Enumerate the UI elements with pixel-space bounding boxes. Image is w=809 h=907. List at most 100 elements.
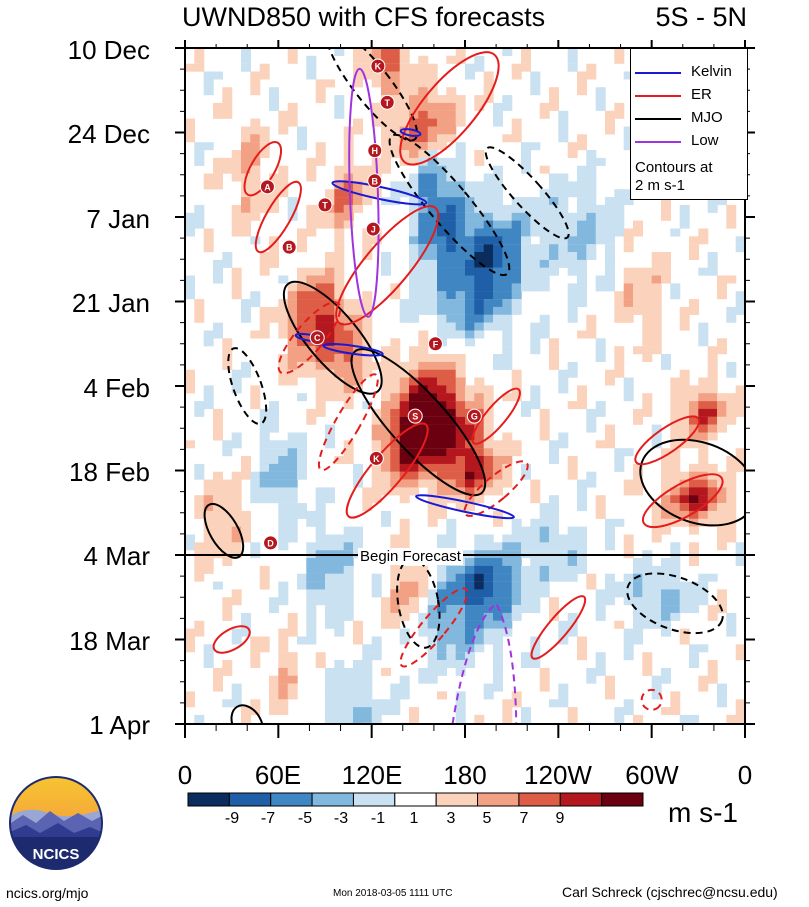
anomaly-cell	[241, 314, 251, 323]
anomaly-cell	[437, 244, 447, 253]
anomaly-cell	[577, 252, 587, 260]
anomaly-cell	[446, 118, 457, 127]
anomaly-cell	[353, 385, 363, 394]
anomaly-cell	[567, 181, 578, 190]
anomaly-cell	[269, 102, 279, 111]
anomaly-cell	[455, 628, 466, 637]
anomaly-cell	[707, 503, 718, 512]
anomaly-cell	[465, 589, 475, 598]
anomaly-cell	[465, 463, 475, 472]
anomaly-cell	[343, 393, 354, 402]
anomaly-cell	[521, 283, 531, 292]
anomaly-cell	[297, 448, 307, 457]
anomaly-cell	[661, 510, 671, 519]
anomaly-cell	[679, 479, 690, 488]
anomaly-cell	[558, 699, 569, 708]
anomaly-cell	[530, 244, 541, 253]
anomaly-cell	[287, 487, 298, 496]
anomaly-cell	[390, 393, 401, 402]
anomaly-cell	[203, 181, 214, 190]
anomaly-cell	[511, 228, 522, 237]
anomaly-cell	[418, 165, 429, 174]
anomaly-cell	[549, 361, 559, 370]
anomaly-cell	[399, 683, 410, 692]
anomaly-cell	[334, 102, 345, 111]
anomaly-cell	[325, 377, 335, 386]
anomaly-cell	[539, 667, 550, 676]
anomaly-cell	[409, 252, 419, 260]
anomaly-cell	[334, 699, 345, 708]
anomaly-cell	[371, 79, 382, 88]
anomaly-cell	[698, 393, 709, 402]
anomaly-cell	[595, 236, 606, 245]
anomaly-cell	[334, 573, 345, 582]
anomaly-cell	[306, 299, 317, 308]
footer-url[interactable]: ncics.org/mjo	[6, 885, 89, 901]
anomaly-cell	[437, 189, 447, 198]
anomaly-cell	[334, 204, 345, 213]
colorbar-label: 3	[446, 810, 456, 827]
anomaly-cell	[446, 393, 457, 402]
anomaly-cell	[642, 338, 653, 347]
anomaly-cell	[427, 102, 438, 111]
anomaly-cell	[567, 314, 578, 323]
anomaly-cell	[381, 259, 391, 268]
anomaly-cell	[390, 283, 401, 292]
colorbar-swatch	[187, 792, 230, 807]
anomaly-cell	[614, 110, 625, 119]
anomaly-cell	[483, 204, 494, 213]
anomaly-cell	[717, 275, 727, 284]
anomaly-cell	[418, 299, 429, 308]
anomaly-cell	[539, 503, 550, 512]
anomaly-cell	[586, 204, 597, 213]
anomaly-cell	[483, 605, 494, 614]
anomaly-cell	[595, 503, 606, 512]
anomaly-cell	[427, 612, 438, 621]
anomaly-cell	[222, 479, 233, 488]
anomaly-cell	[614, 291, 625, 300]
anomaly-cell	[633, 714, 643, 723]
anomaly-cell	[241, 212, 251, 221]
anomaly-cell	[465, 197, 475, 206]
anomaly-cell	[689, 463, 699, 472]
anomaly-cell	[483, 487, 494, 496]
anomaly-cell	[446, 401, 457, 410]
anomaly-cell	[698, 589, 709, 598]
anomaly-cell	[567, 267, 578, 276]
anomaly-cell	[250, 134, 261, 143]
anomaly-cell	[427, 291, 438, 300]
anomaly-cell	[567, 463, 578, 472]
anomaly-cell	[222, 510, 233, 519]
anomaly-cell	[381, 440, 391, 449]
anomaly-cell	[399, 589, 410, 598]
anomaly-cell	[614, 306, 625, 315]
anomaly-cell	[474, 291, 485, 300]
anomaly-cell	[511, 306, 522, 315]
anomaly-cell	[679, 220, 690, 229]
anomaly-cell	[642, 605, 653, 614]
anomaly-cell	[390, 589, 401, 598]
anomaly-cell	[297, 228, 307, 237]
anomaly-cell	[474, 283, 485, 292]
anomaly-cell	[203, 71, 214, 80]
anomaly-cell	[726, 503, 737, 512]
anomaly-cell	[633, 479, 643, 488]
anomaly-cell	[315, 346, 326, 355]
anomaly-cell	[231, 267, 242, 276]
anomaly-cell	[474, 306, 485, 315]
wave-label-text: H	[372, 146, 379, 156]
anomaly-cell	[409, 291, 419, 300]
anomaly-cell	[642, 306, 653, 315]
anomaly-cell	[390, 102, 401, 111]
anomaly-cell	[661, 252, 671, 260]
anomaly-cell	[577, 299, 587, 308]
anomaly-cell	[231, 526, 242, 535]
anomaly-cell	[502, 597, 513, 606]
anomaly-cell	[698, 463, 709, 472]
anomaly-cell	[605, 126, 615, 135]
anomaly-cell	[446, 385, 457, 394]
anomaly-cell	[278, 487, 289, 496]
anomaly-cell	[241, 48, 251, 56]
anomaly-cell	[651, 267, 662, 276]
anomaly-cell	[325, 573, 335, 582]
